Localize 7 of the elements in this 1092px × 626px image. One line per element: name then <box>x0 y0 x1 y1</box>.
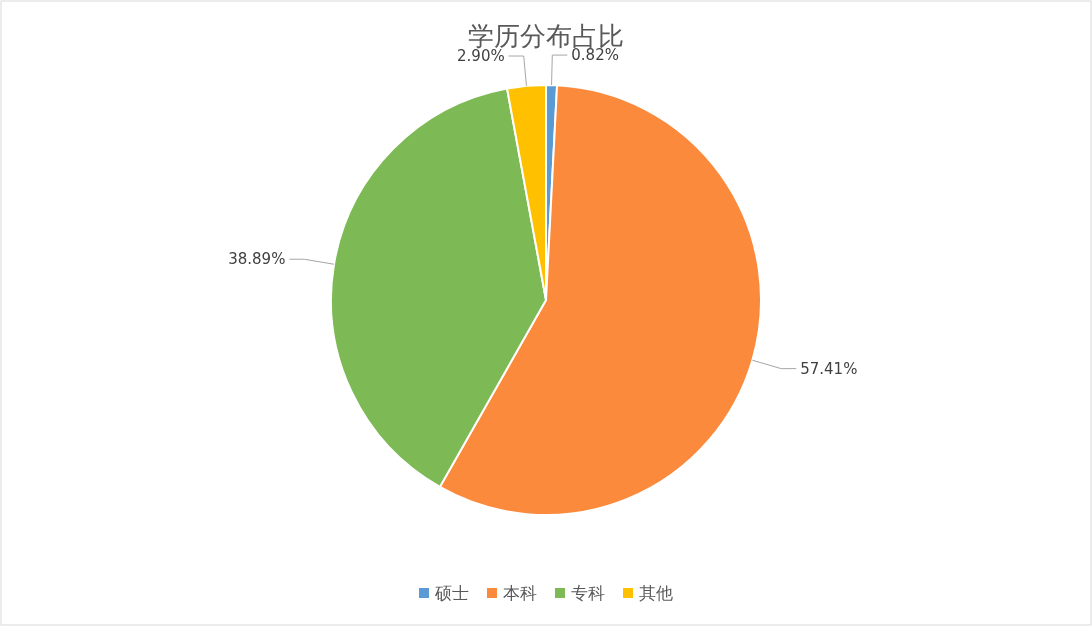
legend-label: 其他 <box>639 583 673 603</box>
legend-label: 本科 <box>503 583 537 603</box>
data-label: 2.90% <box>457 47 505 66</box>
legend-label: 专科 <box>571 583 605 603</box>
legend-label: 硕士 <box>434 583 469 603</box>
data-label: 57.41% <box>800 359 858 378</box>
data-label: 38.89% <box>228 250 286 269</box>
